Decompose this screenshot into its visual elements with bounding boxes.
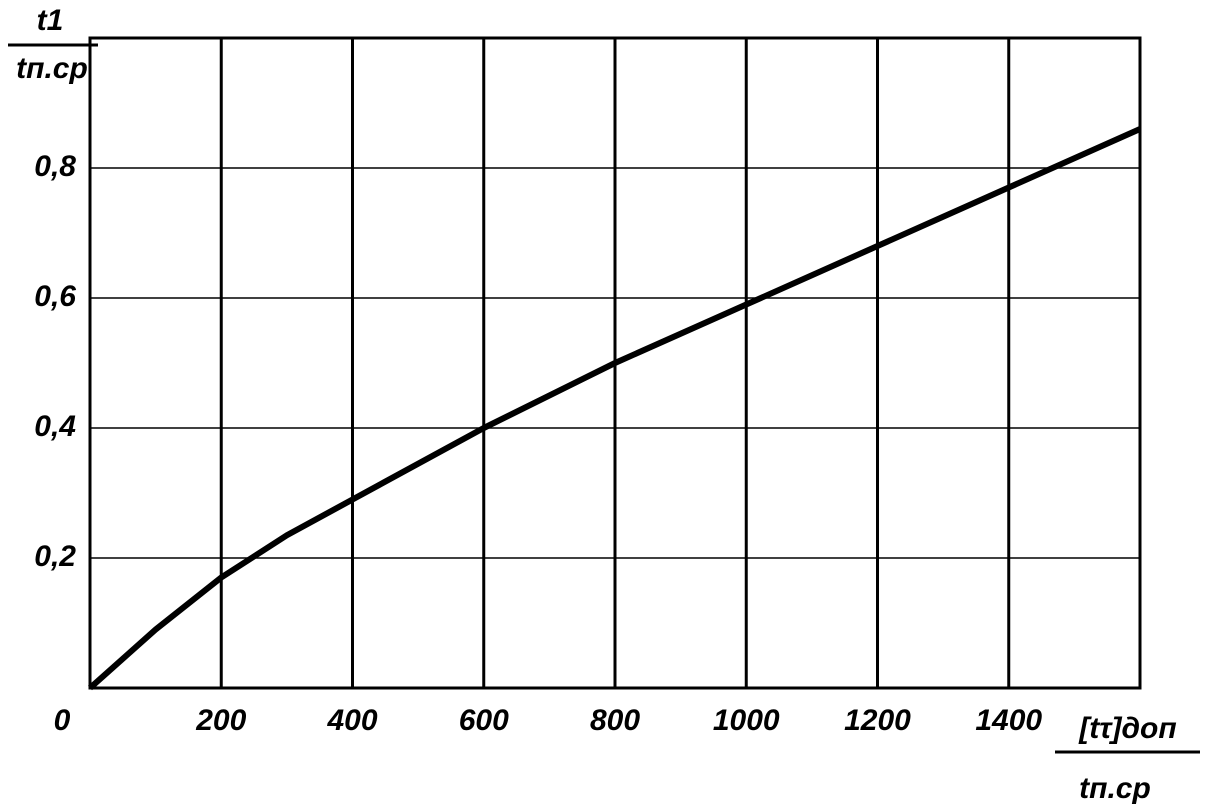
x-tick-label: 1400	[975, 704, 1042, 737]
y-label-numerator: t1	[37, 4, 64, 37]
y-tick-label: 0,4	[34, 410, 76, 443]
y-tick-label: 0,2	[34, 540, 76, 573]
data-line	[88, 126, 1142, 691]
x-tick-label: 0	[54, 704, 71, 737]
y-tick-label: 0,8	[34, 150, 76, 183]
x-label-numerator: [tτ]доп	[1078, 712, 1176, 745]
x-tick-label: 600	[459, 704, 509, 737]
x-tick-label: 1000	[713, 704, 780, 737]
x-label-denominator: tп.ср	[1079, 772, 1151, 805]
x-tick-label: 200	[195, 704, 246, 737]
x-tick-label: 800	[590, 704, 640, 737]
x-tick-label: 400	[326, 704, 377, 737]
x-tick-label: 1200	[844, 704, 911, 737]
y-tick-label: 0,6	[34, 280, 76, 313]
y-label-denominator: tп.ср	[16, 52, 88, 85]
